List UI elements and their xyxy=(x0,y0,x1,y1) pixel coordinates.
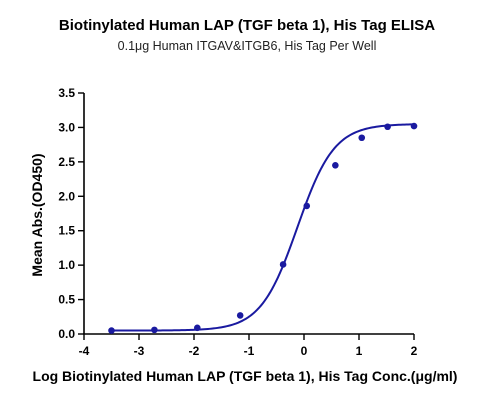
y-tick-label: 2.0 xyxy=(58,189,75,203)
fit-curve xyxy=(111,123,415,332)
axes: 0.0 0.5 1.0 1.5 2.0 2.5 3.0 3.5 -4 -3 -2 -1 0 1 2 xyxy=(58,86,417,358)
y-tick-label: 3.0 xyxy=(58,120,75,134)
x-tick-label: -1 xyxy=(244,344,255,358)
data-point xyxy=(236,312,244,319)
x-tick-label: 2 xyxy=(411,344,418,358)
x-tick-label: 0 xyxy=(301,344,308,358)
x-tick-label: 1 xyxy=(356,344,363,358)
y-tick-label: 1.5 xyxy=(58,224,75,238)
data-points xyxy=(108,122,418,334)
chart-title: Biotinylated Human LAP (TGF beta 1), His… xyxy=(59,17,435,34)
x-tick-label: -2 xyxy=(189,344,200,358)
x-tick-label: -4 xyxy=(79,344,90,358)
data-point xyxy=(358,134,366,142)
data-point xyxy=(410,122,418,130)
data-point xyxy=(108,327,115,334)
data-point xyxy=(303,202,311,210)
data-point xyxy=(384,123,391,131)
y-tick-label: 0.0 xyxy=(58,327,75,341)
y-axis-label: Mean Abs.(OD450) xyxy=(29,153,45,276)
chart-subtitle: 0.1μg Human ITGAV&ITGB6, His Tag Per Wel… xyxy=(118,39,377,53)
data-point xyxy=(151,326,158,334)
fit-curve-layer xyxy=(111,123,415,332)
data-point xyxy=(194,324,201,332)
x-tick-label: -3 xyxy=(134,344,145,358)
y-tick-label: 1.0 xyxy=(58,258,75,272)
y-tick-label: 0.5 xyxy=(58,293,75,307)
data-point xyxy=(332,162,339,169)
x-axis-label: Log Biotinylated Human LAP (TGF beta 1),… xyxy=(33,368,458,384)
data-point xyxy=(279,261,287,268)
y-tick-label: 3.5 xyxy=(58,86,75,100)
y-tick-label: 2.5 xyxy=(58,155,75,169)
